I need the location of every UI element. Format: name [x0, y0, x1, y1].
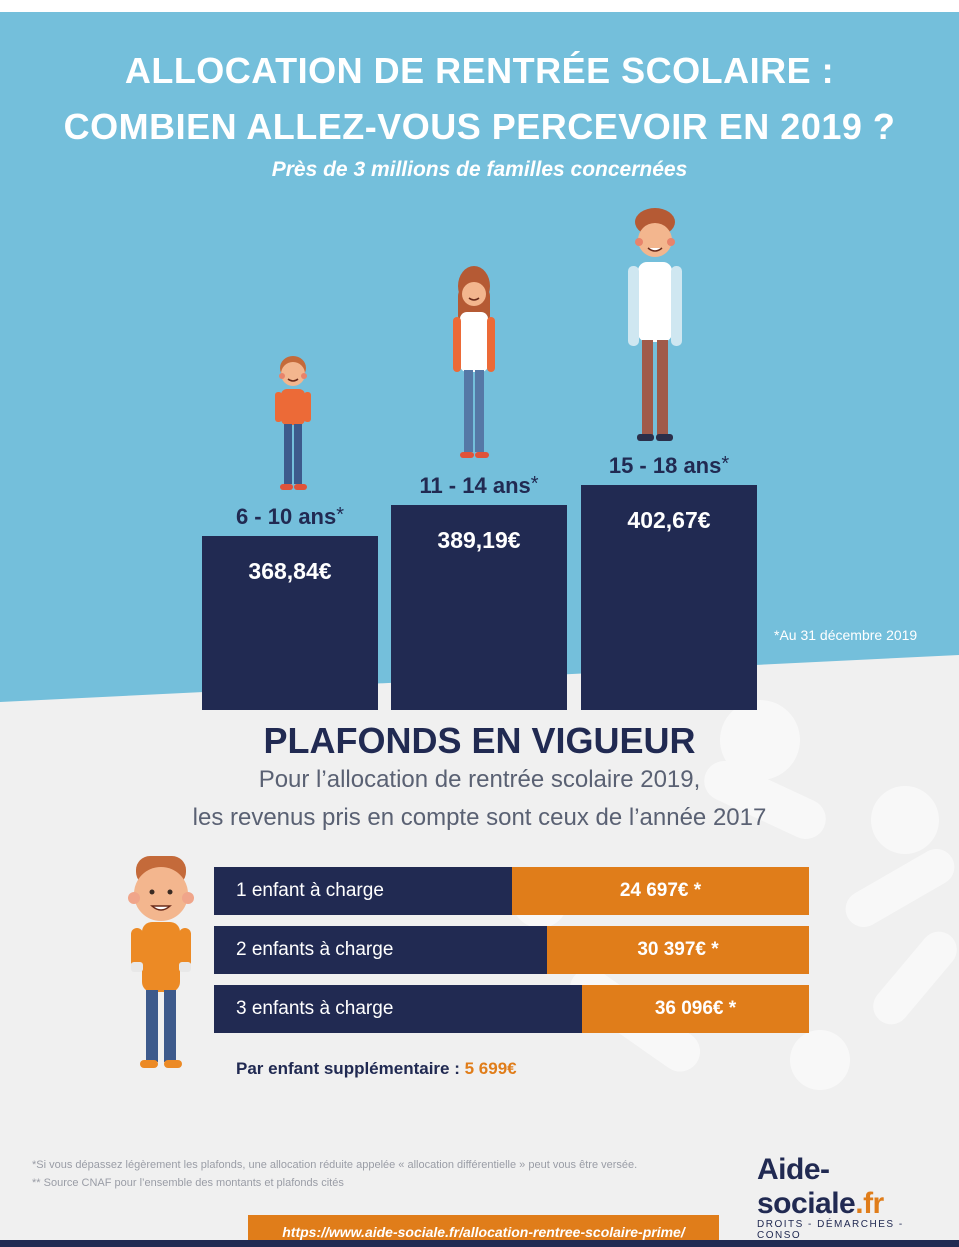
- chart-category-label: 6 - 10 ans*: [202, 504, 378, 530]
- plafonds-subtitle-line1: Pour l’allocation de rentrée scolaire 20…: [258, 766, 701, 793]
- boy-illustration: [128, 856, 194, 1068]
- plafond-row-amount: 30 397€ *: [547, 926, 809, 974]
- chart-bar: 368,84€: [202, 536, 378, 710]
- plafond-row-label: 2 enfants à charge: [236, 939, 394, 960]
- extra-child-line: Par enfant supplémentaire : 5 699€: [236, 1059, 517, 1079]
- plafond-row: 3 enfants à charge 36 096€ *: [214, 985, 809, 1033]
- plafonds-subtitle-line2: les revenus pris en compte sont ceux de …: [192, 804, 767, 831]
- plafond-row-amount: 24 697€ *: [512, 867, 809, 915]
- plafond-row: 2 enfants à charge 30 397€ *: [214, 926, 809, 974]
- extra-child-label: Par enfant supplémentaire :: [236, 1059, 460, 1078]
- chart-category-marker: *: [721, 453, 730, 475]
- chart-category-text: 6 - 10 ans: [235, 504, 337, 530]
- main-title-line2: COMBIEN ALLEZ-VOUS PERCEVOIR EN 2019 ?: [63, 106, 896, 147]
- logo-tagline: DROITS - DÉMARCHES - CONSO: [757, 1219, 904, 1241]
- chart-category-marker: *: [336, 504, 345, 527]
- chart-category-label: 15 - 18 ans*: [581, 453, 757, 479]
- chart-category-text: 15 - 18 ans: [608, 453, 722, 478]
- main-title-line1: ALLOCATION DE RENTRÉE SCOLAIRE :: [124, 50, 835, 91]
- chart-bar-value-label: 389,19€: [437, 527, 521, 554]
- chart-category-label: 11 - 14 ans*: [391, 473, 567, 499]
- chart-bar: 389,19€: [391, 505, 567, 710]
- extra-child-amount: 5 699€: [464, 1059, 517, 1078]
- child-illustration-small: [275, 356, 311, 490]
- plafond-row: 1 enfant à charge 24 697€ *: [214, 867, 809, 915]
- teen-illustration: [628, 208, 682, 441]
- aide-sociale-logo[interactable]: Aide-sociale.fr DROITS - DÉMARCHES - CON…: [757, 1153, 947, 1241]
- chart-category-text: 11 - 14 ans: [419, 473, 531, 499]
- footnote-2: ** Source CNAF pour l’ensemble des monta…: [32, 1177, 344, 1189]
- date-note: *Au 31 décembre 2019: [774, 627, 918, 643]
- logo-ext: .fr: [855, 1187, 884, 1220]
- logo-name: Aide-sociale: [757, 1153, 856, 1220]
- plafond-row-label: 3 enfants à charge: [236, 998, 394, 1019]
- child-illustration-medium: [453, 266, 495, 458]
- chart-bar-value-label: 402,67€: [627, 507, 711, 533]
- footnote-1: *Si vous dépassez légèrement les plafond…: [32, 1159, 638, 1171]
- chart-bar-value-label: 368,84€: [248, 558, 332, 585]
- logo-wordmark: Aide-sociale.fr: [757, 1153, 947, 1221]
- plafond-row-amount: 36 096€ *: [582, 985, 809, 1033]
- bottom-navy-strip: [0, 1240, 959, 1247]
- subtitle: Près de 3 millions de familles concernée…: [271, 158, 688, 181]
- chart-category-marker: *: [530, 473, 539, 496]
- plafond-row-label: 1 enfant à charge: [236, 880, 384, 901]
- chart-bar: 402,67€: [581, 485, 757, 710]
- plafonds-title: PLAFONDS EN VIGUEUR: [263, 720, 696, 761]
